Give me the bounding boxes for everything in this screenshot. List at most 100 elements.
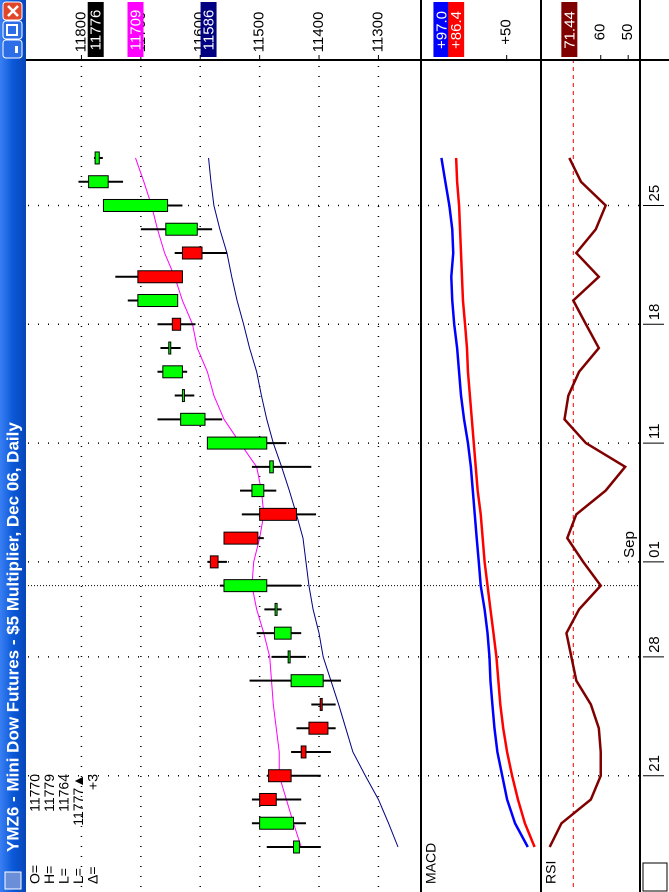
- value-marker: 71.44: [561, 2, 578, 57]
- candle: [266, 769, 321, 783]
- x-tick-label: 01: [646, 541, 663, 558]
- x-tick-label: 11: [646, 424, 663, 440]
- candle-body: [269, 460, 274, 474]
- indicator-line: [548, 157, 628, 848]
- x-tick-label: 21: [646, 755, 663, 772]
- window-title: YMZ6 - Mini Dow Futures - $5 Multiplier,…: [3, 422, 22, 852]
- y-tick-label: 11300: [369, 12, 386, 53]
- candle-body: [165, 222, 198, 236]
- readout-label: L=: [70, 868, 86, 884]
- minimize-icon: [15, 46, 18, 53]
- readout-value: +3: [85, 774, 101, 790]
- candle: [251, 792, 302, 806]
- panes: [26, 0, 669, 892]
- y-tick-label: 11400: [310, 12, 327, 53]
- pane-label: RSI: [543, 861, 559, 884]
- candle-body: [209, 555, 219, 569]
- candle: [157, 317, 196, 331]
- candle: [206, 436, 287, 450]
- y-tick-label: 60: [592, 24, 609, 41]
- candle-body: [102, 198, 169, 212]
- candle-body: [180, 412, 206, 426]
- candle-body: [94, 151, 100, 165]
- candle-body: [292, 840, 300, 854]
- candle-body: [259, 792, 277, 806]
- price-marker: 11776: [88, 2, 105, 57]
- candle: [157, 365, 188, 379]
- candle: [240, 484, 277, 498]
- candle-body: [251, 484, 265, 498]
- restore-button[interactable]: [2, 20, 23, 40]
- value-marker: +97.0: [433, 2, 450, 57]
- candle-body: [88, 175, 109, 189]
- y-tick-label: +50: [498, 19, 515, 44]
- indicator-line: [454, 157, 536, 848]
- candle: [264, 602, 282, 616]
- candle: [160, 341, 181, 355]
- readout-value: 11770: [27, 774, 43, 812]
- candle-body: [206, 436, 268, 450]
- candle-body: [259, 507, 297, 521]
- candle: [157, 412, 223, 426]
- value-marker-box: [448, 2, 465, 57]
- corner-box[interactable]: [642, 862, 668, 892]
- candle-body: [171, 317, 182, 331]
- restore-icon: [6, 24, 18, 36]
- y-tick-label: 11500: [251, 12, 268, 53]
- x-month-label: Sep: [621, 531, 638, 558]
- candle-body: [137, 270, 183, 284]
- candle: [266, 840, 321, 854]
- price-marker-box: [87, 2, 104, 57]
- minimize-button[interactable]: [2, 39, 23, 59]
- candle: [127, 294, 179, 308]
- y-tick-label: 50: [619, 24, 636, 41]
- candle-body: [308, 721, 329, 735]
- readout-value: 11777▲: [70, 774, 86, 826]
- readout-label: H=: [41, 866, 57, 884]
- candle: [140, 222, 213, 236]
- candle: [78, 175, 124, 189]
- value-marker-label: 71.44: [561, 11, 578, 49]
- candle: [174, 389, 195, 403]
- value-marker-label: +86.4: [448, 11, 465, 49]
- app-icon[interactable]: [4, 871, 22, 890]
- x-tick-label: 25: [646, 185, 663, 202]
- candle: [256, 626, 302, 640]
- candle: [271, 650, 306, 664]
- readout-label: Δ=: [85, 866, 101, 884]
- candle: [251, 816, 306, 830]
- y-tick-label: 11800: [72, 12, 89, 53]
- candle: [207, 555, 227, 569]
- price-marker-label: 11776: [88, 10, 105, 51]
- candle-body: [223, 531, 259, 545]
- candle: [241, 507, 317, 521]
- candle: [93, 151, 103, 165]
- candle-body: [290, 674, 324, 688]
- title-bar: [0, 0, 26, 892]
- candle-body: [162, 365, 183, 379]
- candle: [115, 270, 183, 284]
- candle: [296, 721, 336, 735]
- price-marker-label: 11709: [127, 10, 144, 51]
- readout-label: L=: [56, 868, 72, 884]
- price-marker-label: 11586: [201, 10, 218, 51]
- moving-average: [208, 157, 399, 848]
- readout-label: O=: [27, 865, 43, 884]
- candle-body: [273, 626, 292, 640]
- price-marker: 11709: [127, 2, 144, 57]
- candle-body: [168, 341, 172, 355]
- candle-body: [181, 246, 203, 260]
- candle: [291, 745, 331, 759]
- candle: [174, 246, 227, 260]
- price-marker-box: [127, 2, 144, 57]
- candle-body: [287, 650, 291, 664]
- value-marker-label: +97.0: [433, 11, 450, 49]
- value-marker: +86.4: [448, 2, 465, 57]
- price-marker-box: [200, 2, 217, 57]
- x-tick-label: 18: [646, 304, 663, 321]
- candle-body: [137, 294, 179, 308]
- candle: [223, 531, 264, 545]
